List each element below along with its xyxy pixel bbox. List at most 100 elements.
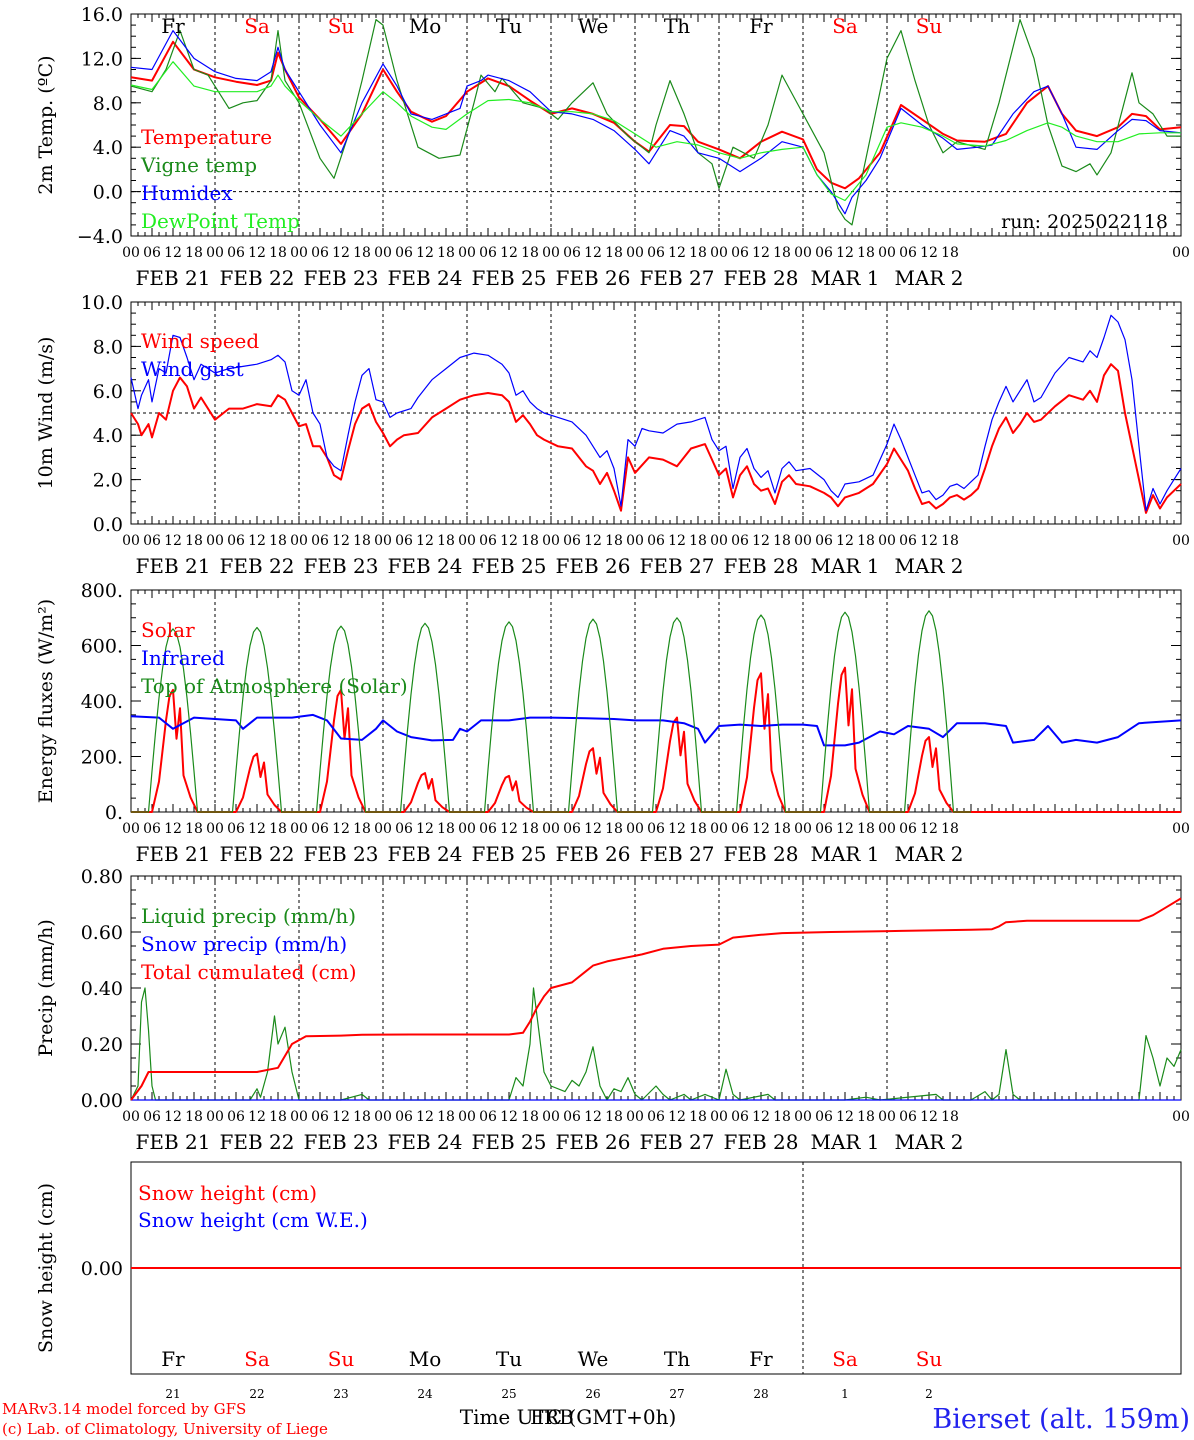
x-hour-label: 18 <box>437 245 455 261</box>
x-hour-label: 00 <box>458 821 476 837</box>
x-hour-label: 12 <box>500 821 518 837</box>
y-tick-label: 0. <box>105 802 123 824</box>
weekday-label: Mo <box>409 14 442 38</box>
x-hour-label: 00 <box>542 1109 560 1125</box>
x-hour-label: 06 <box>311 245 329 261</box>
x-date-label: FEB 25 <box>472 1130 547 1154</box>
y-tick-label: 0.0 <box>93 514 123 536</box>
x-date-label: FEB 21 <box>136 1130 211 1154</box>
x-hour-label: 18 <box>689 821 707 837</box>
day-number: 1 <box>841 1387 849 1401</box>
x-hour-label: 12 <box>164 245 182 261</box>
x-hour-label: 00 <box>1172 821 1190 837</box>
x-hour-label: 18 <box>773 821 791 837</box>
x-hour-label: 18 <box>773 1109 791 1125</box>
weekday-label: Tu <box>496 14 522 38</box>
x-hour-label: 12 <box>416 1109 434 1125</box>
legend-entry: Humidex <box>141 181 233 205</box>
x-date-label: MAR 2 <box>894 1130 963 1154</box>
weekday-label: Fr <box>161 14 185 38</box>
x-hour-label: 00 <box>794 245 812 261</box>
x-hour-label: 00 <box>290 245 308 261</box>
x-hour-label: 12 <box>752 533 770 549</box>
y-tick-label: 800. <box>81 580 123 602</box>
series-line-vigne-temp <box>130 19 1181 226</box>
series-line-temperature <box>130 40 1182 190</box>
series-line-humidex <box>130 30 1182 215</box>
x-hour-label: 12 <box>752 245 770 261</box>
x-hour-label: 00 <box>710 245 728 261</box>
x-date-label: FEB 26 <box>556 266 631 290</box>
x-hour-label: 00 <box>458 1109 476 1125</box>
x-hour-label: 12 <box>668 533 686 549</box>
x-hour-label: 18 <box>269 533 287 549</box>
x-hour-label: 18 <box>605 245 623 261</box>
run-label: run: 2025022118 <box>1001 211 1168 233</box>
x-hour-label: 12 <box>332 245 350 261</box>
x-hour-label: 18 <box>605 533 623 549</box>
weekday-label: Su <box>916 1347 943 1371</box>
x-date-label: FEB 27 <box>640 1130 715 1154</box>
x-hour-label: 18 <box>689 533 707 549</box>
x-hour-label: 00 <box>878 1109 896 1125</box>
x-hour-label: 00 <box>122 1109 140 1125</box>
x-hour-label: 06 <box>647 821 665 837</box>
y-tick-label: 16.0 <box>81 4 123 26</box>
x-hour-label: 00 <box>122 821 140 837</box>
x-hour-label: 12 <box>164 821 182 837</box>
x-hour-label: 12 <box>164 533 182 549</box>
y-tick-label: 8.0 <box>93 336 123 358</box>
x-hour-label: 12 <box>836 245 854 261</box>
time-axis-overlap: FRB <box>530 1405 574 1429</box>
x-hour-label: 12 <box>332 533 350 549</box>
x-hour-label: 18 <box>353 533 371 549</box>
x-hour-label: 00 <box>374 245 392 261</box>
y-tick-label: 4.0 <box>93 425 123 447</box>
x-hour-label: 18 <box>437 533 455 549</box>
y-axis-title: 10m Wind (m/s) <box>35 337 57 490</box>
x-hour-label: 06 <box>143 821 161 837</box>
x-hour-label: 00 <box>374 1109 392 1125</box>
x-hour-label: 18 <box>857 1109 875 1125</box>
y-axis-title: Energy fluxes (W/m²) <box>35 599 57 803</box>
x-hour-label: 06 <box>311 533 329 549</box>
y-tick-label: 0.60 <box>81 922 123 944</box>
day-number: 22 <box>249 1387 264 1401</box>
x-hour-label: 06 <box>479 1109 497 1125</box>
x-hour-label: 12 <box>584 821 602 837</box>
x-hour-label: 06 <box>563 245 581 261</box>
x-date-label: FEB 23 <box>304 554 379 578</box>
x-hour-label: 18 <box>437 1109 455 1125</box>
weekday-label: Th <box>664 14 690 38</box>
x-hour-label: 06 <box>899 245 917 261</box>
legend-entry: DewPoint Temp <box>141 209 300 233</box>
x-hour-label: 12 <box>500 1109 518 1125</box>
x-hour-label: 18 <box>857 821 875 837</box>
series-line-top-of-atmosphere-solar- <box>131 610 971 813</box>
x-hour-label: 18 <box>521 245 539 261</box>
x-hour-label: 06 <box>311 1109 329 1125</box>
y-tick-label: 10.0 <box>81 292 123 314</box>
x-hour-label: 18 <box>605 821 623 837</box>
y-axis-title: Snow height (cm) <box>35 1183 57 1353</box>
x-hour-label: 00 <box>542 821 560 837</box>
x-date-label: FEB 23 <box>304 1130 379 1154</box>
x-hour-label: 18 <box>689 1109 707 1125</box>
series-line-wind-gust <box>130 314 1182 512</box>
x-date-label: FEB 25 <box>472 554 547 578</box>
x-hour-label: 12 <box>668 1109 686 1125</box>
x-date-label: FEB 22 <box>220 554 295 578</box>
x-date-label: MAR 1 <box>810 266 879 290</box>
y-tick-label: 0.80 <box>81 866 123 888</box>
x-date-label: FEB 27 <box>640 266 715 290</box>
x-hour-label: 00 <box>710 533 728 549</box>
legend-entry: Top of Atmosphere (Solar) <box>141 674 408 698</box>
legend-entry: Solar <box>141 618 195 642</box>
x-hour-label: 00 <box>626 533 644 549</box>
x-hour-label: 00 <box>542 533 560 549</box>
x-hour-label: 18 <box>941 533 959 549</box>
x-date-label: FEB 24 <box>388 842 463 866</box>
x-hour-label: 06 <box>227 245 245 261</box>
x-hour-label: 18 <box>941 821 959 837</box>
x-hour-label: 00 <box>206 1109 224 1125</box>
